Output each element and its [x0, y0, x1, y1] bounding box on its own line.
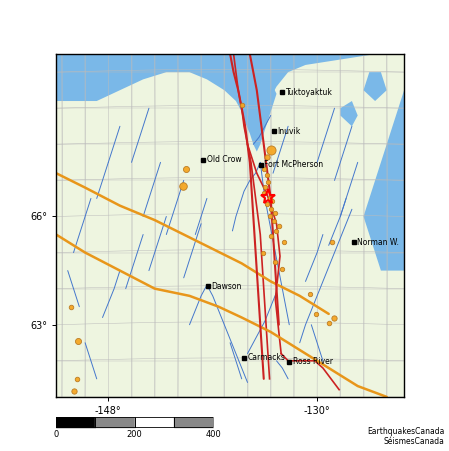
Text: Carmacks: Carmacks: [247, 354, 286, 363]
Polygon shape: [242, 87, 277, 152]
Text: Tuktoyaktuk: Tuktoyaktuk: [286, 88, 333, 97]
Point: [182, 165, 189, 172]
Point: [272, 258, 279, 265]
Point: [273, 227, 280, 235]
Point: [70, 388, 77, 395]
Point: [278, 265, 285, 272]
Point: [264, 171, 271, 179]
Point: [261, 183, 269, 190]
Point: [179, 182, 186, 189]
Point: [260, 189, 267, 197]
Point: [326, 319, 333, 327]
Point: [281, 238, 288, 245]
Point: [271, 209, 278, 216]
Point: [264, 153, 271, 161]
Text: Inuvik: Inuvik: [277, 127, 301, 136]
Polygon shape: [56, 54, 404, 130]
Point: [313, 310, 320, 318]
Polygon shape: [364, 54, 404, 271]
Point: [268, 233, 275, 240]
Point: [330, 315, 338, 322]
Text: Norman W.: Norman W.: [357, 238, 399, 247]
Text: Ross River: Ross River: [292, 357, 333, 366]
Text: Dawson: Dawson: [211, 282, 242, 291]
Point: [267, 205, 274, 212]
Text: Fort McPherson: Fort McPherson: [264, 160, 323, 169]
Text: EarthquakesCanada
SéismesCanada: EarthquakesCanada SéismesCanada: [367, 427, 445, 446]
Text: 400: 400: [205, 430, 221, 439]
Point: [261, 165, 268, 172]
Point: [74, 375, 81, 382]
Point: [75, 337, 82, 345]
Point: [238, 101, 245, 108]
Point: [68, 303, 75, 310]
Point: [275, 222, 282, 229]
Point: [329, 239, 336, 246]
Polygon shape: [364, 72, 387, 101]
Text: Old Crow: Old Crow: [207, 155, 241, 164]
Point: [307, 290, 314, 298]
Point: [265, 179, 272, 186]
Text: 200: 200: [127, 430, 143, 439]
Point: [259, 249, 266, 256]
Point: [264, 200, 271, 207]
Point: [267, 213, 274, 220]
Point: [266, 194, 273, 201]
Polygon shape: [340, 101, 358, 126]
Point: [267, 146, 274, 153]
Polygon shape: [381, 180, 398, 209]
Point: [269, 198, 276, 205]
Text: 0: 0: [53, 430, 59, 439]
Point: [271, 217, 278, 225]
